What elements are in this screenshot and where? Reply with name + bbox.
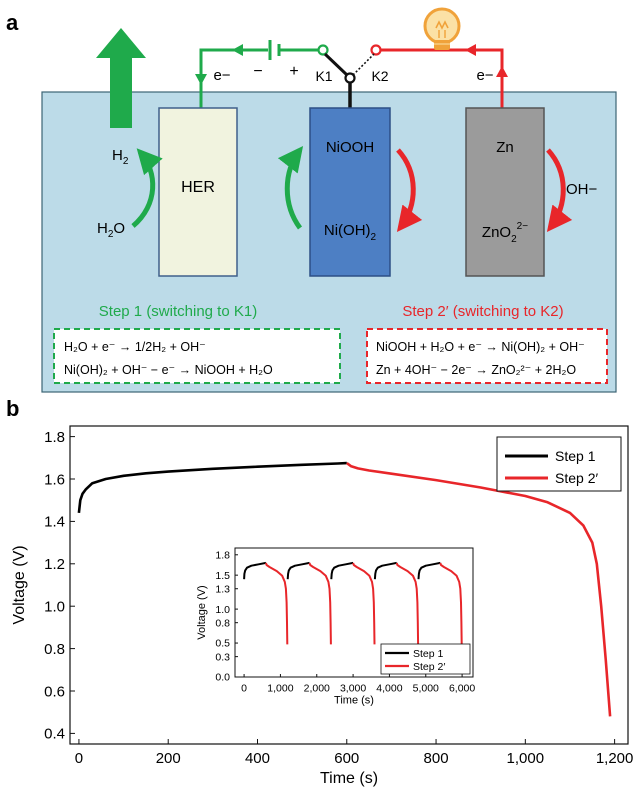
inset-cycle-5-series-1 (417, 561, 441, 580)
main-legend-label: Step 1 (555, 448, 596, 464)
inset-y-tick-label: 1.5 (215, 570, 230, 582)
step2-equation-2: Zn + 4OH⁻ − 2e⁻ → ZnO₂²⁻ + 2H₂O (376, 363, 576, 377)
zinc-electrode (465, 107, 545, 277)
electron-up-arrow-red (496, 66, 508, 77)
main-x-tick-label: 600 (334, 750, 359, 767)
zinc-discharge-arrow (546, 148, 573, 232)
inset-cycle-2-series-1 (286, 561, 310, 580)
step1-equation-2: Ni(OH)₂ + OH⁻ − e⁻ → NiOOH + H₂O (64, 363, 273, 377)
main-x-tick-label: 200 (156, 750, 181, 767)
electron-label-left: e− (213, 67, 230, 84)
main-legend-label: Step 2′ (555, 470, 598, 486)
step1-title: Step 1 (switching to K1) (99, 303, 257, 320)
hydroxide-label: OH− (566, 181, 598, 198)
main-x-axis-label: Time (s) (320, 770, 378, 787)
nickel-electrode (309, 107, 391, 277)
main-series-line-1 (77, 461, 347, 514)
inset-legend-box (380, 643, 471, 675)
inset-cycle-3-series-2 (352, 562, 376, 645)
main-y-tick-label: 1.6 (44, 471, 65, 488)
circuit-wires (199, 48, 504, 108)
nioh2-label: Ni(OH)2 (324, 222, 377, 243)
main-legend-box (496, 436, 622, 492)
step1-equation-1: H₂O + e⁻ → 1/2H₂ + OH⁻ (64, 340, 206, 354)
inset-y-tick-label: 0.8 (215, 617, 230, 629)
step1-equation-box (53, 328, 341, 384)
main-y-tick-label: 0.6 (44, 683, 65, 700)
gas-release-arrow (96, 28, 146, 128)
step2-equation-1: NiOOH + H₂O + e⁻ → Ni(OH)₂ + OH⁻ (376, 340, 585, 354)
her-electrode-label: HER (181, 179, 215, 196)
nickel-charge-arrow (277, 146, 304, 230)
inset-x-tick-label: 4,000 (376, 683, 402, 695)
h2o-label: H2O (97, 220, 125, 240)
inset-x-tick-label: 1,000 (267, 683, 293, 695)
main-x-tick-label: 1,200 (596, 750, 634, 767)
main-series-line-2 (346, 462, 612, 717)
inset-cycling-chart: 0 1,000 2,000 3,000 4,000 5,000 6,000 0.0 0.30.5… (196, 547, 475, 707)
main-y-tick-label: 1.0 (44, 598, 65, 615)
nickel-discharge-arrow (396, 148, 423, 232)
inset-x-tick-label: 0 (241, 683, 247, 695)
electron-label-right: e− (476, 67, 493, 84)
inset-cycle-2-series-2 (308, 562, 332, 645)
main-y-tick-label: 1.8 (44, 429, 65, 446)
inset-cycle-4-series-1 (373, 561, 397, 580)
inset-y-tick-label: 0.0 (215, 672, 230, 684)
step2-title: Step 2′ (switching to K2) (402, 303, 563, 320)
inset-x-tick-label: 5,000 (413, 683, 439, 695)
inset-legend-label: Step 1 (413, 648, 444, 660)
main-y-tick-label: 0.4 (44, 726, 65, 743)
main-x-tick-label: 800 (424, 750, 449, 767)
her-reaction-arrow (131, 148, 163, 228)
electron-flow-arrow-green (232, 44, 243, 56)
inset-y-tick-label: 1.3 (215, 583, 230, 595)
switch-k1-label: K1 (315, 68, 332, 84)
inset-y-tick-label: 1.8 (215, 549, 230, 561)
panel-b-label: b (6, 396, 19, 421)
inset-y-tick-label: 0.3 (215, 651, 230, 663)
her-electrode (158, 107, 238, 277)
inset-x-axis-label: Time (s) (334, 695, 374, 707)
main-y-tick-label: 0.8 (44, 641, 65, 658)
inset-legend-label: Step 2′ (413, 661, 445, 673)
switch-icon (317, 44, 382, 110)
electron-down-arrow-green (195, 74, 207, 85)
battery-icon (268, 40, 281, 60)
main-y-tick-label: 1.2 (44, 556, 65, 573)
inset-x-tick-label: 2,000 (304, 683, 330, 695)
inset-cycle-4-series-2 (395, 562, 420, 645)
light-bulb-icon (423, 7, 461, 50)
main-legend: Step 1 Step 2′ (496, 436, 622, 492)
inset-y-axis-label: Voltage (V) (196, 585, 208, 639)
main-y-tick-label: 1.4 (44, 514, 65, 531)
zincate-label: ZnO22− (482, 221, 528, 245)
niooh-label: NiOOH (326, 139, 374, 156)
h2-label: H2 (112, 147, 129, 167)
inset-cycle-5-series-2 (439, 562, 463, 645)
zn-label: Zn (496, 139, 514, 156)
main-x-tick-label: 1,000 (507, 750, 545, 767)
panel-a-label: a (6, 10, 19, 35)
switch-k2-label: K2 (371, 68, 388, 84)
main-voltage-chart: 0 200 400 600 800 1,000 1,2000.40.60.81.01.21.… (11, 425, 634, 787)
inset-y-tick-label: 1.0 (215, 604, 230, 616)
main-x-tick-label: 400 (245, 750, 270, 767)
inset-cycle-1-series-1 (243, 561, 267, 580)
inset-x-tick-label: 3,000 (340, 683, 366, 695)
electron-flow-arrow-red (465, 44, 476, 56)
main-y-axis-label: Voltage (V) (11, 545, 28, 624)
step2-equation-box (366, 328, 608, 384)
inset-cycle-1-series-2 (264, 562, 289, 645)
inset-x-tick-label: 6,000 (449, 683, 475, 695)
battery-minus-sign: − (253, 63, 262, 80)
battery-plus-sign: + (289, 63, 298, 80)
main-x-tick-label: 0 (75, 750, 83, 767)
inset-y-tick-label: 0.5 (215, 638, 230, 650)
inset-cycle-3-series-1 (330, 561, 354, 580)
